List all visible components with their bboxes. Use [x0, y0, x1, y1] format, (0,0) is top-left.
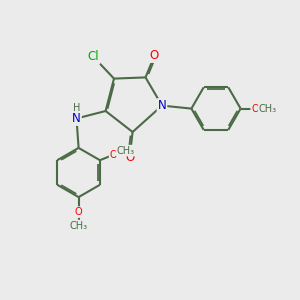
- Text: CH₃: CH₃: [70, 220, 88, 231]
- Text: O: O: [125, 151, 134, 164]
- Text: CH₃: CH₃: [259, 103, 277, 114]
- Text: CH₃: CH₃: [116, 146, 134, 156]
- Text: Cl: Cl: [88, 50, 99, 64]
- Text: N: N: [72, 112, 81, 125]
- Text: O: O: [75, 207, 83, 217]
- Text: O: O: [110, 150, 117, 160]
- Text: O: O: [251, 103, 259, 114]
- Text: N: N: [158, 99, 166, 112]
- Text: O: O: [150, 49, 159, 62]
- Text: H: H: [73, 103, 80, 113]
